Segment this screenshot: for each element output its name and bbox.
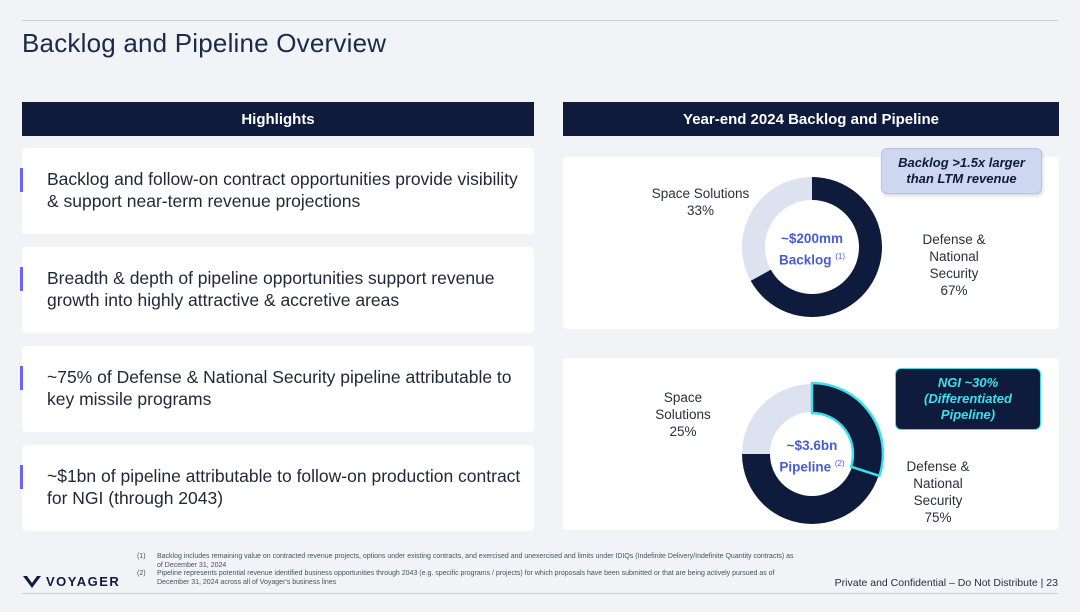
highlight-text: ~$1bn of pipeline attributable to follow… (47, 466, 521, 508)
backlog-center-label: ~$200mm Backlog (1) (762, 230, 862, 270)
pipeline-center-text: Pipeline (779, 459, 832, 475)
highlight-card: Backlog and follow-on contract opportuni… (20, 148, 534, 234)
pipeline-ngi-callout: NGI ~30% (Differentiated Pipeline) (895, 368, 1041, 430)
backlog-footnote-ref: (1) (835, 252, 846, 261)
backlog-donut-chart (742, 177, 882, 317)
backlog-space-label: Space Solutions 33% (651, 186, 750, 218)
donut-slice-space-solutions (742, 177, 812, 281)
highlight-accent (20, 168, 23, 192)
footer-divider (22, 593, 1058, 594)
highlight-accent (20, 465, 23, 489)
pipeline-defense-label: Defense & National Security 75% (906, 459, 970, 525)
donut-slice-defense-national-security (742, 384, 882, 524)
backlog-center-value: ~$200mm (781, 231, 843, 246)
backlog-callout: Backlog >1.5x larger than LTM revenue (881, 148, 1042, 194)
pipeline-donut-chart (742, 381, 885, 524)
voyager-logo: VOYAGER (22, 574, 120, 589)
highlights-header: Highlights (22, 102, 534, 136)
highlight-accent (20, 267, 23, 291)
highlight-text: ~75% of Defense & National Security pipe… (47, 367, 512, 409)
logo-text: VOYAGER (46, 574, 121, 589)
donut-slice-space-solutions (742, 384, 812, 454)
footnote: (1) Backlog includes remaining value on … (137, 553, 794, 569)
footnote: (2) Pipeline represents potential revenu… (137, 570, 775, 586)
voyager-logo-icon (23, 575, 41, 588)
highlight-card: ~75% of Defense & National Security pipe… (20, 346, 534, 432)
highlight-text: Breadth & depth of pipeline opportunitie… (47, 268, 495, 310)
backlog-center-text: Backlog (778, 252, 832, 268)
top-divider (22, 20, 1058, 21)
donut-slice-defense-national-security (750, 177, 882, 317)
charts-header: Year-end 2024 Backlog and Pipeline (563, 102, 1059, 136)
page-title: Backlog and Pipeline Overview (22, 28, 387, 58)
donut-highlight-ngi (810, 381, 885, 478)
pipeline-center-label: ~$3.6bn Pipeline (2) (762, 437, 862, 477)
pipeline-footnote-ref: (2) (834, 459, 845, 468)
pipeline-center-value: ~$3.6bn (786, 438, 838, 453)
highlight-card: ~$1bn of pipeline attributable to follow… (20, 445, 534, 531)
footnotes: (1) Backlog includes remaining value on … (137, 553, 797, 587)
highlight-text: Backlog and follow-on contract opportuni… (47, 169, 518, 211)
highlight-card: Breadth & depth of pipeline opportunitie… (20, 247, 534, 333)
highlight-accent (20, 366, 23, 390)
pipeline-space-label: Space Solutions 25% (655, 390, 711, 439)
confidential-notice: Private and Confidential – Do Not Distri… (834, 577, 1058, 589)
backlog-defense-label: Defense & National Security 67% (922, 232, 986, 298)
